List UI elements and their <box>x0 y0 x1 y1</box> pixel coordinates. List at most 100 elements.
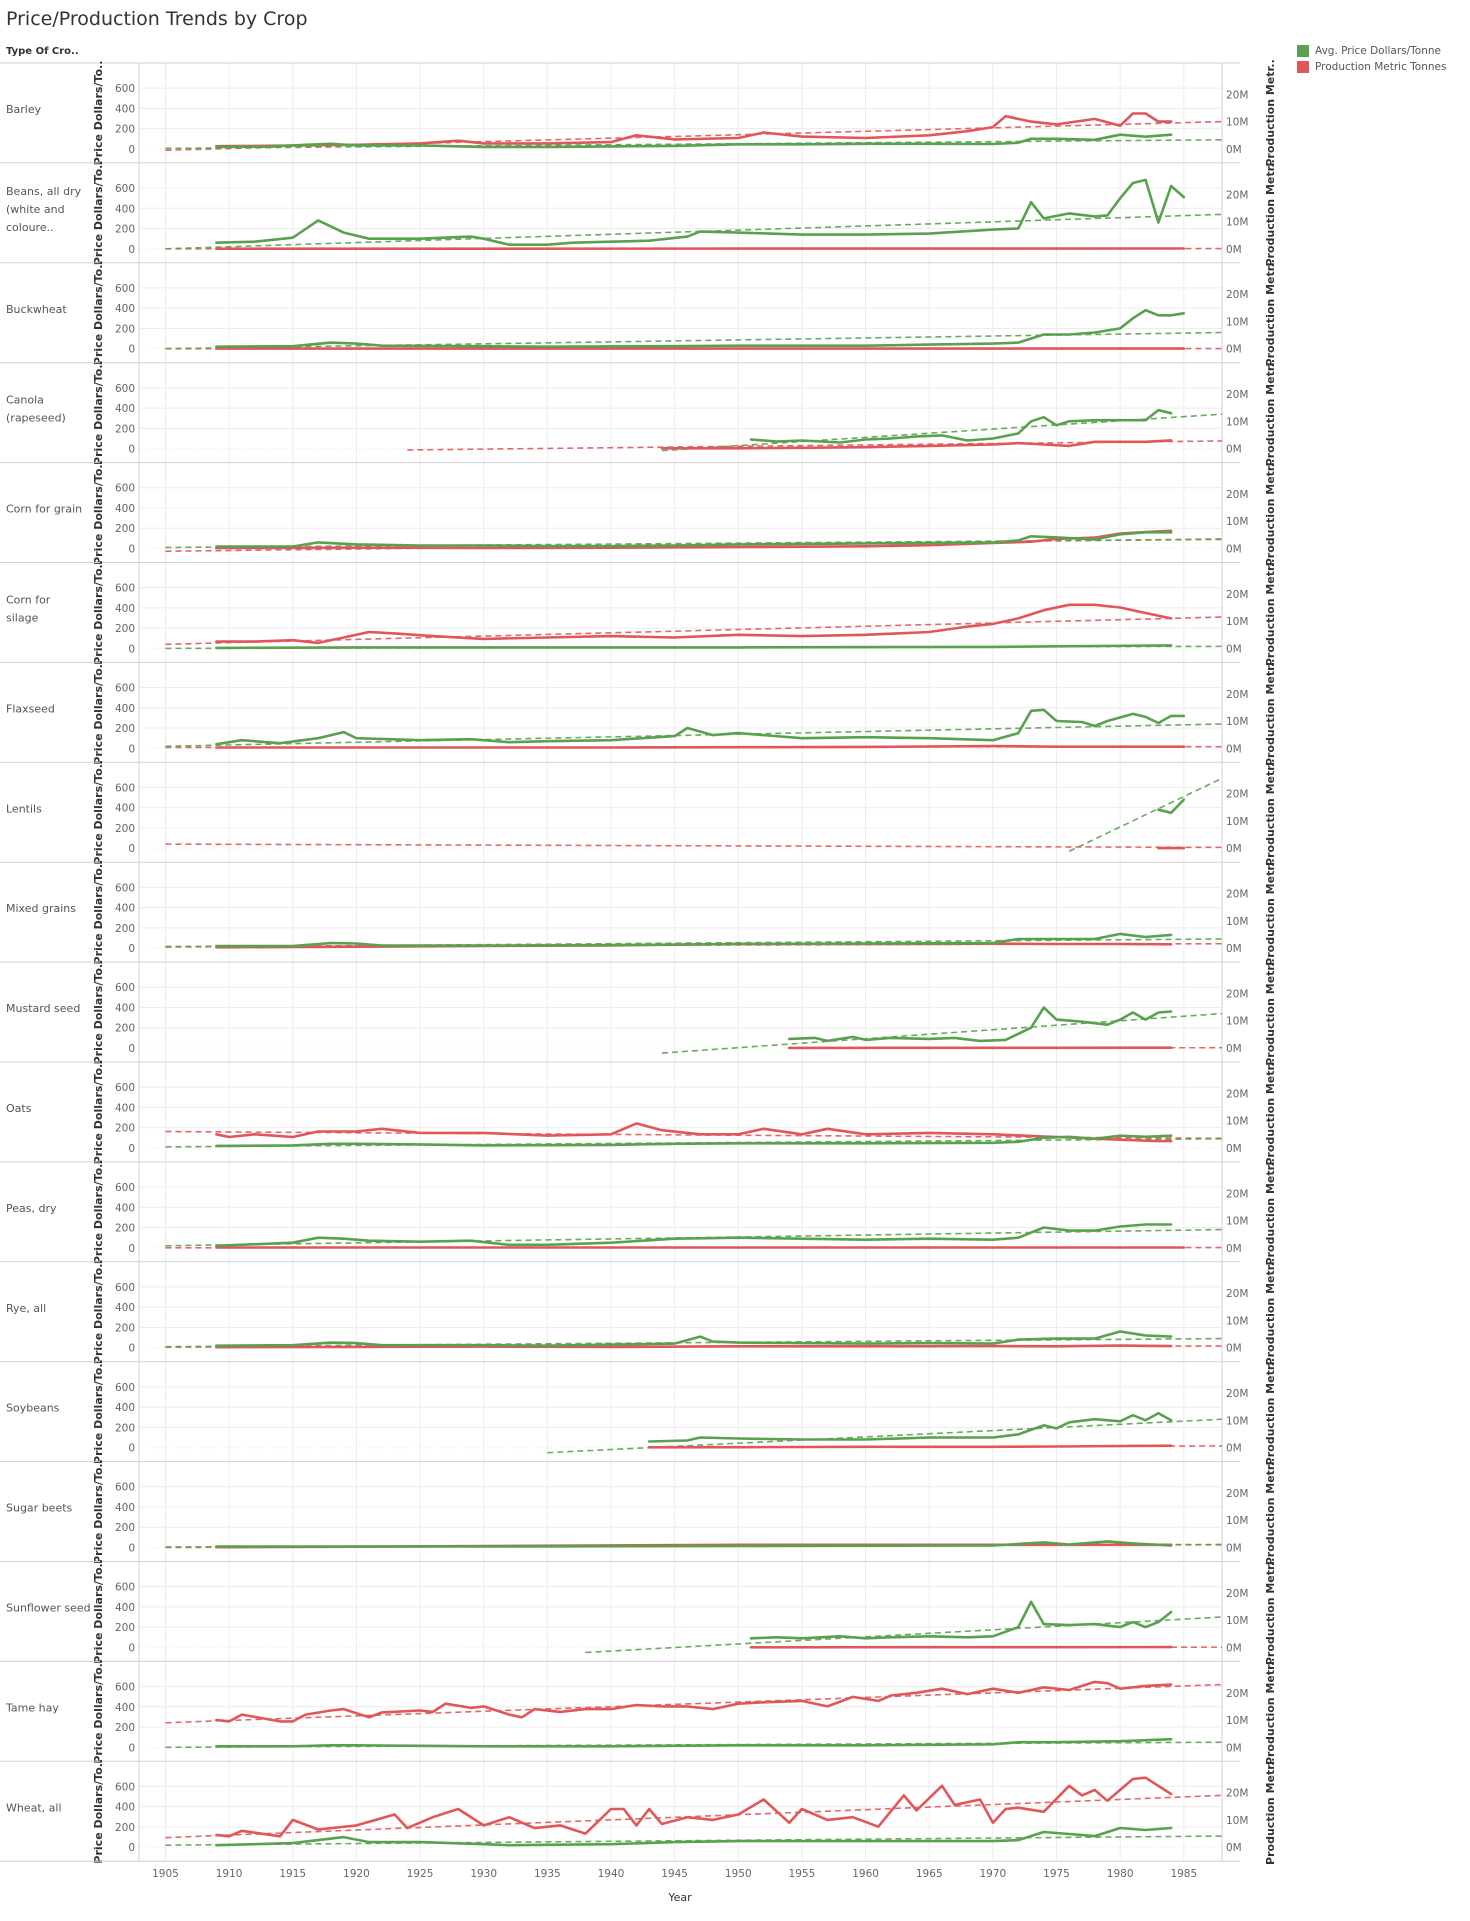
left-tick-label: 0 <box>128 1243 135 1255</box>
production-trend-line <box>165 1794 1222 1839</box>
x-tick-label: 1960 <box>852 1868 879 1880</box>
right-axis-title: Production Metr.. <box>1264 858 1277 965</box>
right-axis-title: Production Metr.. <box>1264 958 1277 1065</box>
right-axis-title: Production Metr.. <box>1264 1458 1277 1565</box>
left-tick-label: 400 <box>115 1702 135 1714</box>
right-tick-label: 20M <box>1226 89 1248 101</box>
price-trend-line <box>165 213 1222 250</box>
left-tick-label: 600 <box>115 882 135 894</box>
right-tick-label: 10M <box>1226 1315 1248 1327</box>
right-tick-label: 0M <box>1226 1842 1242 1854</box>
left-tick-label: 400 <box>115 1602 135 1614</box>
left-tick-label: 200 <box>115 823 135 835</box>
right-tick-label: 10M <box>1226 616 1248 628</box>
x-tick-label: 1915 <box>279 1868 306 1880</box>
right-tick-label: 0M <box>1226 144 1242 156</box>
left-tick-label: 0 <box>128 1642 135 1654</box>
right-tick-label: 0M <box>1226 1642 1242 1654</box>
production-series-line <box>215 1680 1173 1723</box>
left-tick-label: 400 <box>115 1302 135 1314</box>
left-tick-label: 0 <box>128 1143 135 1155</box>
price-series-line <box>787 1006 1173 1043</box>
left-axis-title: Price Dollars/To.. <box>92 660 105 765</box>
right-axis-title: Production Metr.. <box>1264 59 1277 166</box>
crop-lines <box>165 1540 1222 1549</box>
right-tick-label: 10M <box>1226 1415 1248 1427</box>
crop-name-label: Peas, dry <box>6 1202 57 1215</box>
crop-row-8: Mixed grains Price Dollars/To.. 0 200 400 600… <box>0 858 1277 966</box>
x-tick-label: 1980 <box>1107 1868 1134 1880</box>
left-tick-label: 400 <box>115 1802 135 1814</box>
right-axis-title: Production Metr.. <box>1264 1658 1277 1765</box>
left-tick-label: 200 <box>115 323 135 335</box>
right-tick-label: 20M <box>1226 988 1248 1000</box>
crop-row-6: Flaxseed Price Dollars/To.. 0 200 400 600 0M 10… <box>0 659 1277 766</box>
left-tick-label: 600 <box>115 483 135 495</box>
crop-lines <box>165 1122 1222 1148</box>
right-axis-title: Production Metr.. <box>1264 359 1277 466</box>
left-tick-label: 400 <box>115 903 135 915</box>
right-tick-label: 0M <box>1226 544 1242 556</box>
legend-item-price[interactable]: Avg. Price Dollars/Tonne <box>1297 45 1446 57</box>
right-tick-label: 20M <box>1226 1088 1248 1100</box>
x-tick-label: 1975 <box>1043 1868 1070 1880</box>
right-tick-label: 0M <box>1226 244 1242 256</box>
left-axis-title: Price Dollars/To.. <box>92 1659 105 1764</box>
right-tick-label: 20M <box>1226 589 1248 601</box>
crop-row-3: Canola (rapeseed) Price Dollars/To.. 0 200 40… <box>0 359 1277 466</box>
right-tick-label: 0M <box>1226 344 1242 356</box>
left-axis-title: Price Dollars/To.. <box>92 860 105 965</box>
left-tick-label: 0 <box>128 643 135 655</box>
left-tick-label: 600 <box>115 1781 135 1793</box>
right-tick-label: 0M <box>1226 1043 1242 1055</box>
left-tick-label: 600 <box>115 583 135 595</box>
right-axis-title: Production Metr.. <box>1264 659 1277 766</box>
right-axis-title: Production Metr.. <box>1264 759 1277 866</box>
crop-row-5: Corn for silage Price Dollars/To.. 0 200 400 6… <box>0 559 1277 666</box>
crop-row-11: Peas, dry Price Dollars/To.. 0 200 400 600 0M 1… <box>0 1158 1277 1266</box>
price-series-line <box>215 1737 1173 1748</box>
crop-lines <box>165 1776 1222 1847</box>
crop-name-line: silage <box>6 611 39 624</box>
left-tick-label: 0 <box>128 444 135 456</box>
left-tick-label: 0 <box>128 1543 135 1555</box>
right-tick-label: 0M <box>1226 843 1242 855</box>
crop-row-1: Beans, all dry (white and coloure.. Price D… <box>0 159 1277 267</box>
price-series-line <box>215 308 1186 348</box>
left-tick-label: 200 <box>115 1822 135 1834</box>
right-axis-title: Production Metr.. <box>1264 559 1277 666</box>
crop-name-line: Lentils <box>6 802 42 815</box>
crop-name-line: Oats <box>6 1102 32 1115</box>
price-trend-line <box>1068 777 1222 852</box>
right-tick-label: 10M <box>1226 1216 1248 1228</box>
price-series-line <box>647 1411 1173 1443</box>
left-axis-title: Price Dollars/To.. <box>92 360 105 465</box>
price-series-line <box>749 1600 1173 1640</box>
legend-item-production[interactable]: Production Metric Tonnes <box>1297 61 1446 73</box>
left-tick-label: 400 <box>115 303 135 315</box>
right-tick-label: 10M <box>1226 716 1248 728</box>
x-tick-label: 1945 <box>661 1868 688 1880</box>
row-header-label[interactable]: Type Of Cro.. <box>6 46 79 57</box>
crop-name-label: Canola (rapeseed) <box>6 394 66 425</box>
right-tick-label: 20M <box>1226 789 1248 801</box>
price-series-line <box>215 1223 1173 1248</box>
right-tick-label: 20M <box>1226 1488 1248 1500</box>
crop-lines <box>661 1006 1222 1054</box>
left-tick-label: 600 <box>115 1582 135 1594</box>
crop-name-label: Mixed grains <box>6 902 76 915</box>
crop-row-12: Rye, all Price Dollars/To.. 0 200 400 600 0M 10… <box>0 1258 1277 1365</box>
production-series-line <box>215 603 1173 645</box>
legend-label-production: Production Metric Tonnes <box>1315 61 1447 73</box>
right-axis-title: Production Metr.. <box>1264 1258 1277 1365</box>
left-tick-label: 200 <box>115 1622 135 1634</box>
crop-name-label: Sunflower seed <box>6 1601 91 1614</box>
crop-row-9: Mustard seed Price Dollars/To.. 0 200 400 600… <box>0 958 1277 1066</box>
left-tick-label: 0 <box>128 1343 135 1355</box>
left-tick-label: 600 <box>115 283 135 295</box>
crop-name-label: Mustard seed <box>6 1002 80 1015</box>
production-trend-line <box>165 1683 1222 1724</box>
left-tick-label: 400 <box>115 603 135 615</box>
price-series-line <box>215 644 1173 650</box>
left-tick-label: 400 <box>115 803 135 815</box>
